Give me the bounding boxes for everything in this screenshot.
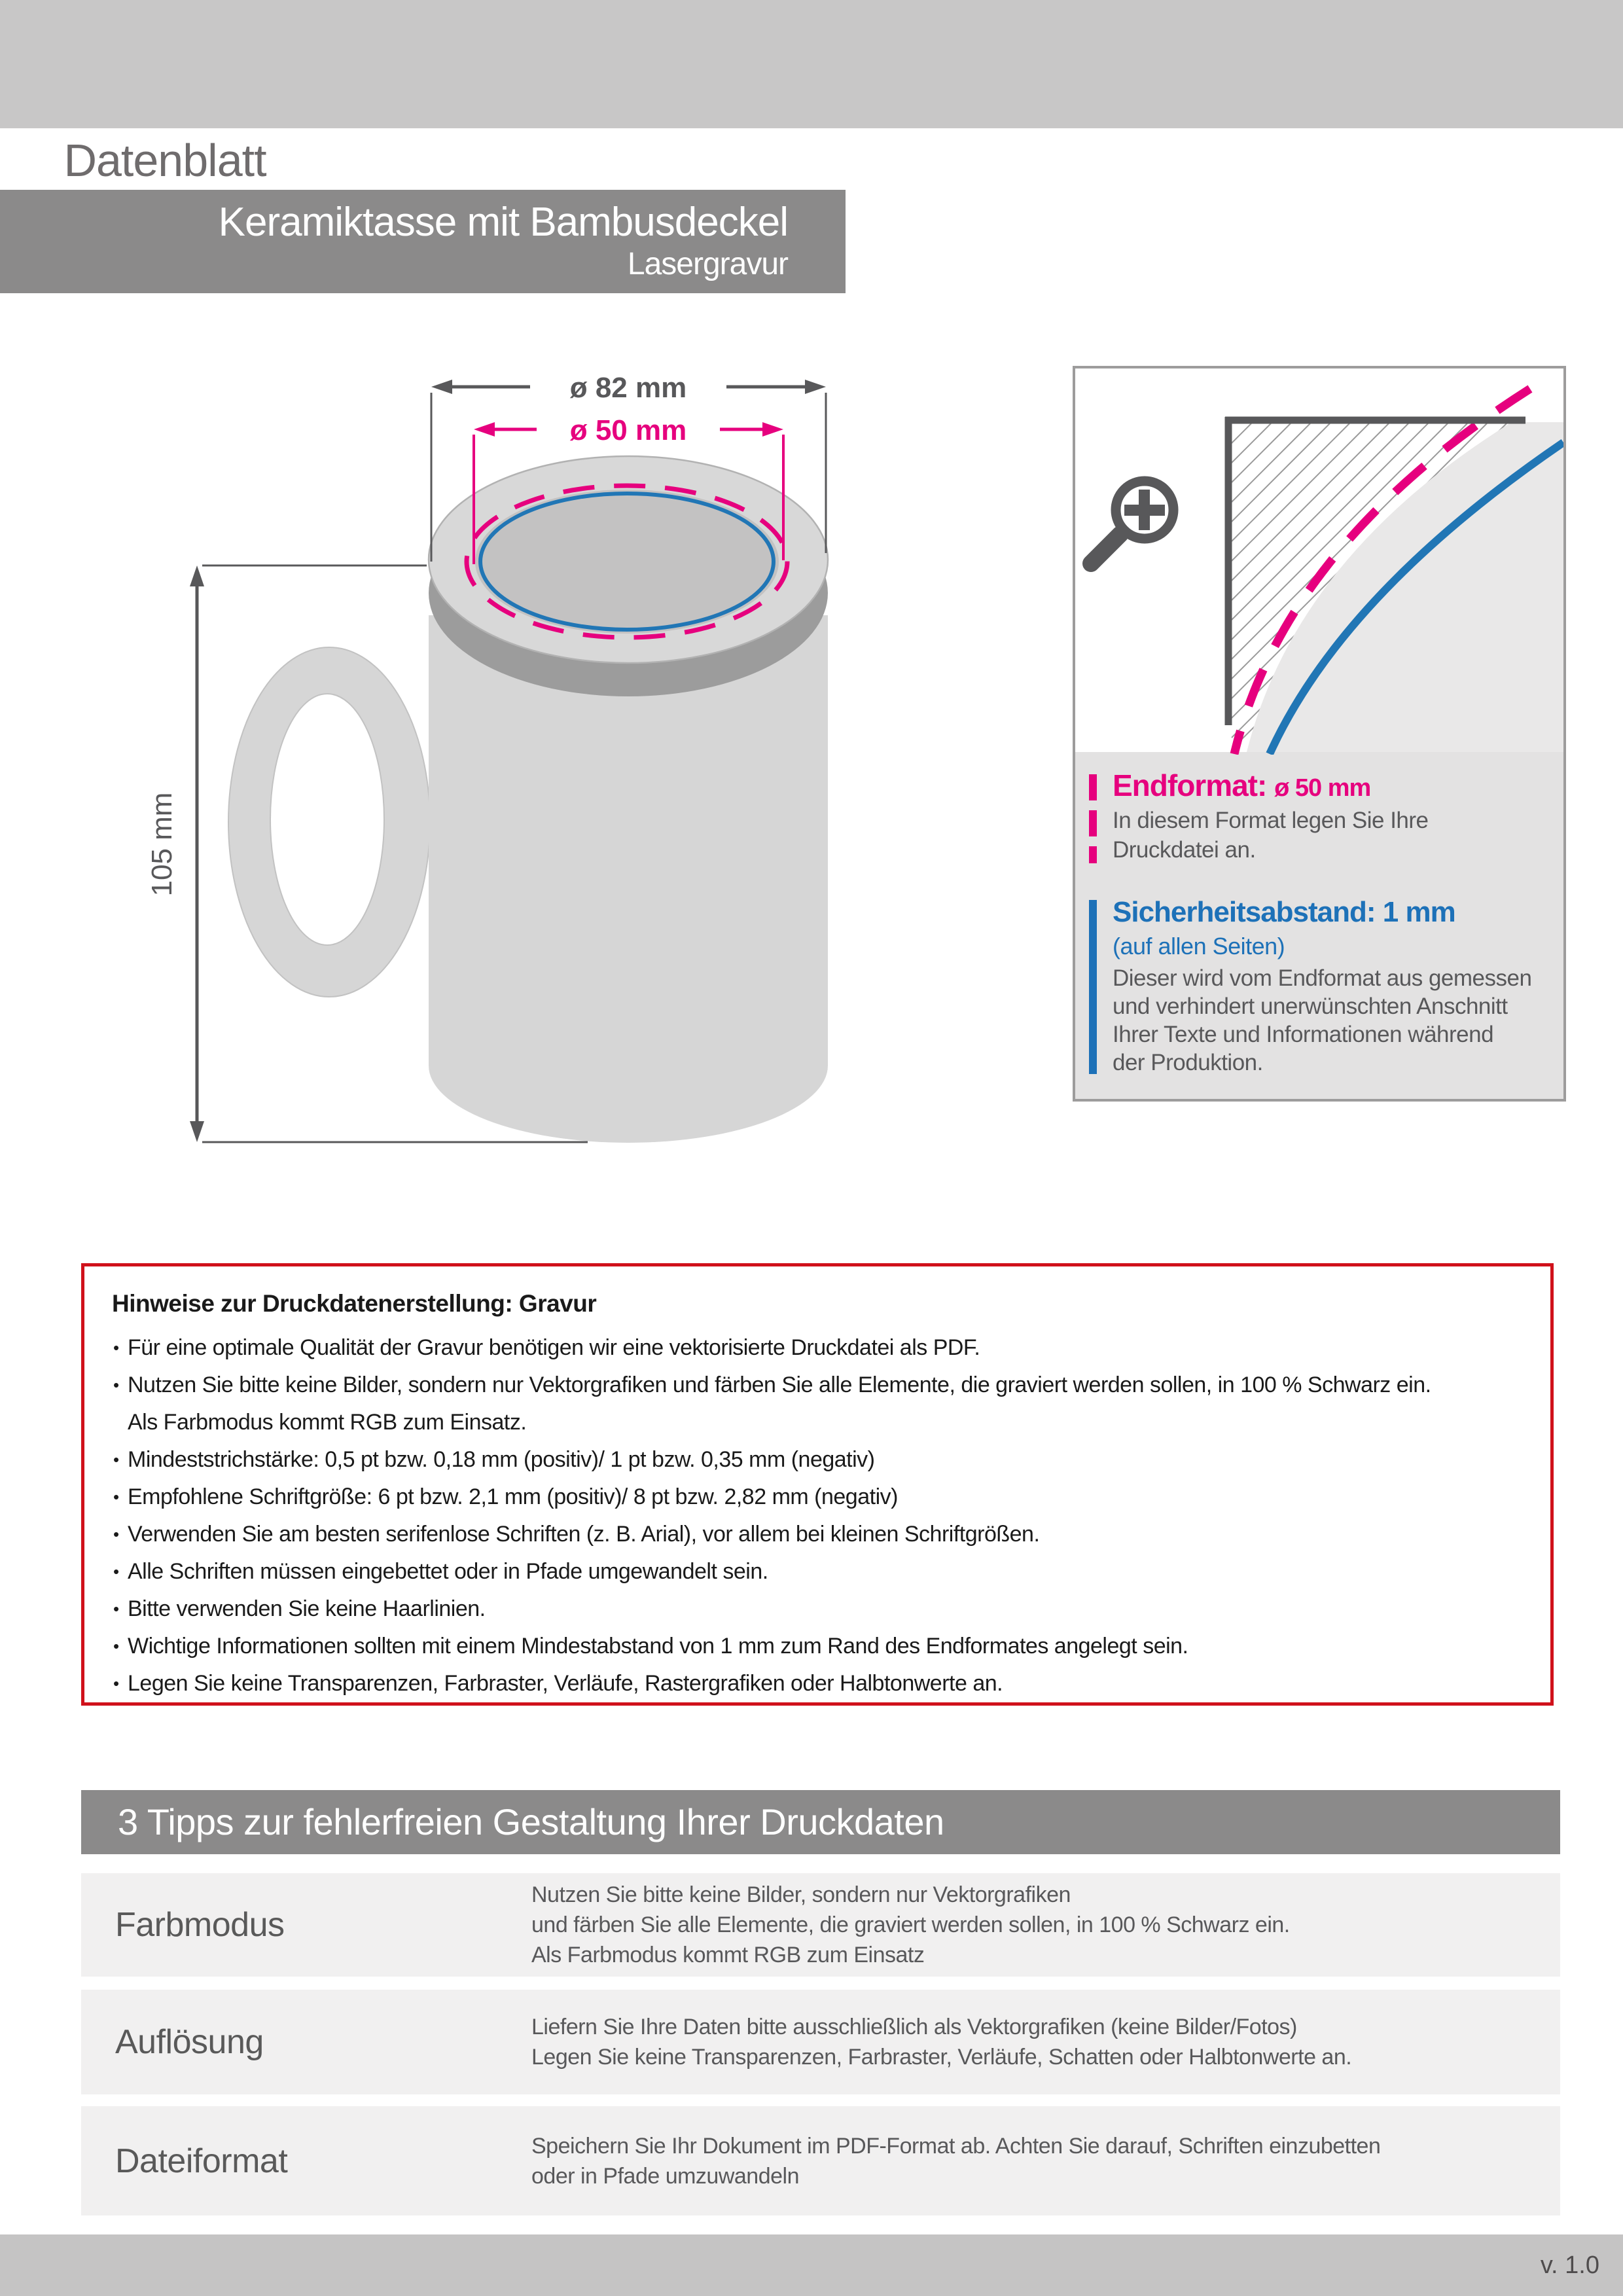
dim-print-label: ø 50 mm bbox=[570, 414, 687, 446]
tip-row-aufloesung: Auflösung Liefern Sie Ihre Daten bitte a… bbox=[81, 1990, 1560, 2094]
mug-handle-hole bbox=[270, 693, 385, 946]
safety-ellipse bbox=[478, 492, 776, 632]
dimension-print-diameter: ø 50 mm bbox=[473, 414, 785, 564]
tip-text: Liefern Sie Ihre Daten bitte ausschließl… bbox=[531, 2015, 1352, 2070]
endformat-dashed-curve bbox=[1230, 385, 1533, 755]
notes-bullet: Wichtige Informationen sollten mit einem… bbox=[112, 1628, 1531, 1665]
endformat-dash-marker bbox=[1089, 774, 1097, 863]
safety-heading: Sicherheitsabstand: 1 mm bbox=[1113, 896, 1456, 928]
safety-curve bbox=[1266, 439, 1563, 755]
endformat-description: In diesem Format legen Sie Ihre Druckdat… bbox=[1113, 808, 1429, 863]
info-panel-gray-section bbox=[1075, 752, 1563, 1099]
zoom-in-icon bbox=[1082, 476, 1179, 572]
dimension-outer-diameter: ø 82 mm bbox=[430, 372, 827, 562]
tips-title: 3 Tipps zur fehlerfreien Gestaltung Ihre… bbox=[118, 1801, 944, 1842]
notes-bullet: Empfohlene Schriftgröße: 6 pt bzw. 2,1 m… bbox=[112, 1479, 1531, 1516]
safety-bar-marker bbox=[1089, 900, 1097, 1074]
tip-row-dateiformat: Dateiformat Speichern Sie Ihr Dokument i… bbox=[81, 2106, 1560, 2215]
notes-title: Hinweise zur Druckdatenerstellung: Gravu… bbox=[112, 1290, 597, 1317]
endformat-heading: Endformat: ø 50 mm bbox=[1113, 768, 1371, 802]
notes-bullet: Legen Sie keine Transparenzen, Farbraste… bbox=[112, 1665, 1531, 1702]
product-subtitle: Lasergravur bbox=[627, 247, 789, 281]
notes-bullet: Nutzen Sie bitte keine Bilder, sondern n… bbox=[112, 1367, 1531, 1441]
endformat-dashed-ellipse bbox=[464, 483, 790, 640]
mug-body bbox=[429, 615, 828, 1143]
dimension-height: 105 mm bbox=[146, 564, 588, 1143]
mug-technical-drawing: ø 82 mm ø 50 mm 105 mm bbox=[146, 372, 829, 1143]
tip-label: Farbmodus bbox=[115, 1906, 285, 1944]
tip-label: Auflösung bbox=[115, 2023, 264, 2061]
notes-bullet: Bitte verwenden Sie keine Haarlinien. bbox=[112, 1590, 1531, 1628]
dim-height-label: 105 mm bbox=[146, 793, 178, 897]
zoom-detail-drawing bbox=[1082, 385, 1563, 755]
safety-subheading: (auf allen Seiten) bbox=[1113, 933, 1285, 960]
dim-outer-label: ø 82 mm bbox=[570, 372, 687, 404]
info-panel: Endformat: ø 50 mm In diesem Format lege… bbox=[1073, 366, 1566, 1102]
tip-text: Nutzen Sie bitte keine Bilder, sondern n… bbox=[531, 1882, 1290, 1967]
tips-header-bar: 3 Tipps zur fehlerfreien Gestaltung Ihre… bbox=[81, 1790, 1560, 1854]
footer-band: v. 1.0 bbox=[0, 2234, 1623, 2296]
safety-description: Dieser wird vom Endformat aus gemessen u… bbox=[1113, 965, 1532, 1075]
version-label: v. 1.0 bbox=[1540, 2251, 1599, 2279]
title-bar: Keramiktasse mit Bambusdeckel Lasergravu… bbox=[0, 190, 846, 293]
tip-label: Dateiformat bbox=[115, 2142, 288, 2180]
doc-label: Datenblatt bbox=[63, 134, 266, 186]
notes-bullet: Für eine optimale Qualität der Gravur be… bbox=[112, 1329, 1531, 1367]
notes-bullet: Alle Schriften müssen eingebettet oder i… bbox=[112, 1553, 1531, 1590]
product-title: Keramiktasse mit Bambusdeckel bbox=[218, 200, 789, 245]
print-data-notes-box: Hinweise zur Druckdatenerstellung: Gravu… bbox=[81, 1263, 1554, 1706]
tip-text: Speichern Sie Ihr Dokument im PDF-Format… bbox=[531, 2133, 1381, 2189]
tip-row-farbmodus: Farbmodus Nutzen Sie bitte keine Bilder,… bbox=[81, 1873, 1560, 1977]
doc-label-box: Datenblatt bbox=[0, 128, 330, 192]
mug-lid bbox=[475, 490, 779, 634]
top-band bbox=[0, 0, 1623, 128]
notes-bullet: Verwenden Sie am besten serifenlose Schr… bbox=[112, 1516, 1531, 1553]
notes-bullet: Mindeststrichstärke: 0,5 pt bzw. 0,18 mm… bbox=[112, 1441, 1531, 1479]
